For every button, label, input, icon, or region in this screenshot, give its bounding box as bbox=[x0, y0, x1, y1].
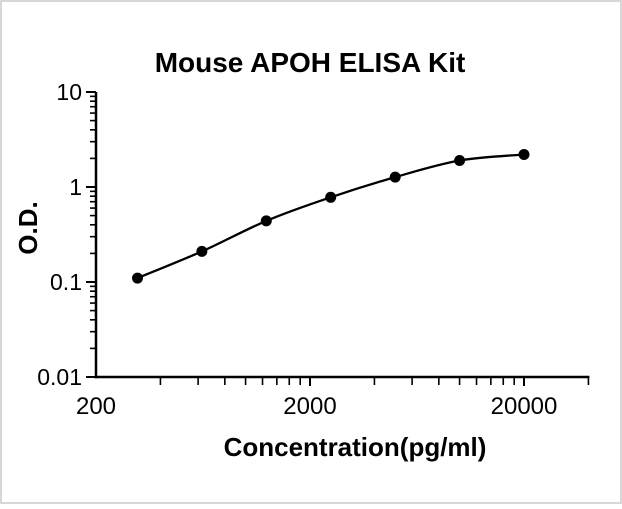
chart-title: Mouse APOH ELISA Kit bbox=[155, 47, 466, 78]
y-axis-label: O.D. bbox=[13, 201, 43, 254]
data-point-marker bbox=[454, 155, 466, 166]
data-points bbox=[132, 149, 530, 284]
x-axis-label: Concentration(pg/ml) bbox=[224, 432, 487, 462]
x-tick-labels: 200 2000 20000 bbox=[76, 393, 557, 420]
axis-ticks bbox=[86, 91, 590, 386]
data-point-marker bbox=[260, 215, 272, 227]
data-point-marker bbox=[389, 171, 401, 183]
data-point-marker bbox=[132, 272, 143, 284]
x-tick-label: 2000 bbox=[283, 393, 336, 420]
x-tick-label: 200 bbox=[76, 393, 116, 420]
x-tick-label: 20000 bbox=[491, 393, 558, 420]
data-point-marker bbox=[325, 191, 337, 203]
y-tick-label: 0.01 bbox=[37, 364, 82, 390]
y-tick-label: 0.1 bbox=[50, 269, 82, 295]
data-point-marker bbox=[518, 149, 530, 160]
plot-axes bbox=[94, 92, 590, 379]
data-point-marker bbox=[196, 245, 208, 257]
curve-line bbox=[137, 153, 525, 280]
y-tick-labels: 10 1 0.1 0.01 bbox=[37, 79, 82, 390]
standard-curve bbox=[137, 153, 525, 280]
y-tick-label: 1 bbox=[69, 174, 82, 200]
y-tick-label: 10 bbox=[56, 79, 82, 105]
